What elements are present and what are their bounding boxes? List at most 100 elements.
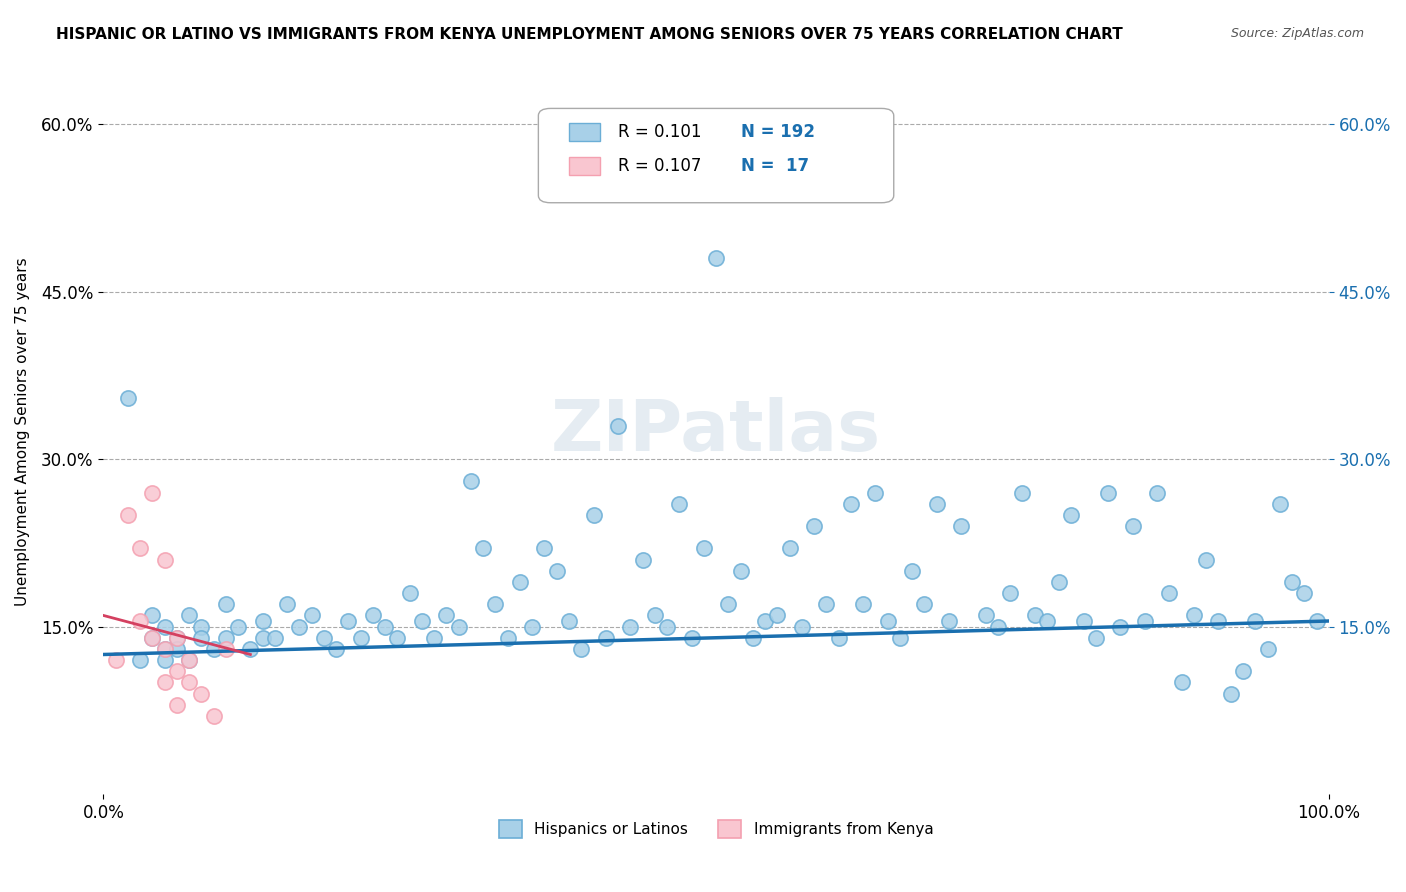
- Point: [558, 614, 581, 628]
- Text: N =  17: N = 17: [741, 157, 808, 175]
- Point: [741, 631, 763, 645]
- Point: [153, 653, 176, 667]
- Point: [839, 497, 862, 511]
- Point: [447, 619, 470, 633]
- Point: [239, 641, 262, 656]
- Point: [129, 541, 152, 556]
- Point: [546, 564, 568, 578]
- Point: [1060, 508, 1083, 522]
- Bar: [569, 123, 599, 141]
- Point: [141, 631, 163, 645]
- Point: [754, 614, 776, 628]
- Point: [374, 619, 396, 633]
- Point: [1182, 608, 1205, 623]
- Point: [252, 614, 274, 628]
- Point: [202, 709, 225, 723]
- Point: [595, 631, 617, 645]
- Point: [901, 564, 924, 578]
- Point: [264, 631, 287, 645]
- Y-axis label: Unemployment Among Seniors over 75 years: Unemployment Among Seniors over 75 years: [15, 257, 30, 606]
- Point: [631, 552, 654, 566]
- Point: [644, 608, 666, 623]
- Point: [1109, 619, 1132, 633]
- Point: [484, 597, 506, 611]
- Point: [533, 541, 555, 556]
- Point: [387, 631, 409, 645]
- Point: [301, 608, 323, 623]
- Point: [1294, 586, 1316, 600]
- Point: [569, 641, 592, 656]
- Point: [215, 631, 238, 645]
- Point: [202, 641, 225, 656]
- Point: [153, 641, 176, 656]
- Point: [312, 631, 335, 645]
- Point: [153, 675, 176, 690]
- Point: [252, 631, 274, 645]
- Point: [153, 641, 176, 656]
- Point: [1219, 687, 1241, 701]
- Point: [288, 619, 311, 633]
- Point: [190, 619, 212, 633]
- Point: [179, 653, 201, 667]
- Text: N = 192: N = 192: [741, 122, 814, 141]
- Point: [1024, 608, 1046, 623]
- Point: [607, 418, 630, 433]
- Point: [681, 631, 703, 645]
- Point: [803, 519, 825, 533]
- Point: [1281, 574, 1303, 589]
- Point: [815, 597, 838, 611]
- Text: R = 0.101: R = 0.101: [619, 122, 702, 141]
- Point: [1073, 614, 1095, 628]
- Point: [1195, 552, 1218, 566]
- Point: [987, 619, 1010, 633]
- Point: [950, 519, 973, 533]
- Point: [325, 641, 347, 656]
- Point: [1011, 485, 1033, 500]
- Point: [166, 631, 188, 645]
- Point: [1244, 614, 1267, 628]
- Legend: Hispanics or Latinos, Immigrants from Kenya: Hispanics or Latinos, Immigrants from Ke…: [492, 814, 939, 845]
- Point: [1133, 614, 1156, 628]
- Point: [361, 608, 384, 623]
- Point: [190, 631, 212, 645]
- Point: [704, 252, 727, 266]
- Point: [472, 541, 495, 556]
- Point: [779, 541, 801, 556]
- Point: [925, 497, 948, 511]
- Point: [117, 391, 139, 405]
- Point: [496, 631, 519, 645]
- FancyBboxPatch shape: [538, 109, 894, 202]
- Point: [190, 687, 212, 701]
- Point: [104, 653, 127, 667]
- Point: [460, 475, 482, 489]
- Point: [1047, 574, 1070, 589]
- Point: [852, 597, 875, 611]
- Point: [179, 653, 201, 667]
- Point: [655, 619, 678, 633]
- Point: [423, 631, 446, 645]
- Point: [153, 552, 176, 566]
- Point: [693, 541, 716, 556]
- Point: [1084, 631, 1107, 645]
- Point: [166, 641, 188, 656]
- Point: [668, 497, 690, 511]
- Point: [912, 597, 935, 611]
- Point: [166, 665, 188, 679]
- Text: HISPANIC OR LATINO VS IMMIGRANTS FROM KENYA UNEMPLOYMENT AMONG SENIORS OVER 75 Y: HISPANIC OR LATINO VS IMMIGRANTS FROM KE…: [56, 27, 1123, 42]
- Point: [717, 597, 740, 611]
- Point: [436, 608, 458, 623]
- Point: [226, 619, 249, 633]
- Point: [1305, 614, 1327, 628]
- Point: [998, 586, 1021, 600]
- Point: [582, 508, 605, 522]
- Point: [215, 597, 238, 611]
- Point: [619, 619, 641, 633]
- Bar: [569, 157, 599, 175]
- Point: [730, 564, 752, 578]
- Point: [1256, 641, 1278, 656]
- Point: [865, 485, 887, 500]
- Point: [974, 608, 997, 623]
- Point: [1170, 675, 1192, 690]
- Point: [1268, 497, 1291, 511]
- Point: [876, 614, 898, 628]
